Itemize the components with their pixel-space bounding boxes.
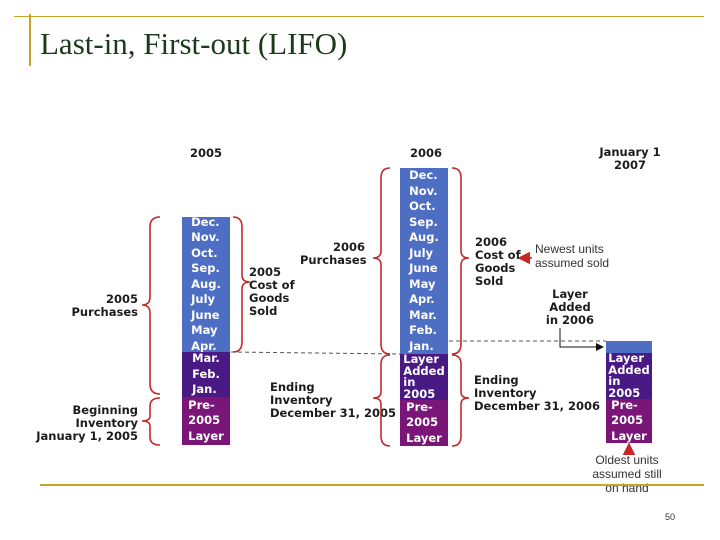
header-2006: 2006 bbox=[410, 146, 443, 160]
brace-2006-cogs bbox=[451, 167, 470, 355]
brace-beginning-inventory bbox=[141, 397, 161, 446]
layer-added-2006-label: Layer Added in 2006 bbox=[545, 287, 595, 327]
column-2005-purchases-sold: Dec. Nov. Oct. Sep. Aug. July June May A… bbox=[182, 215, 230, 353]
brace-2005-purchases bbox=[141, 216, 161, 395]
column-2006-pre-layer: Pre- 2005 Layer bbox=[400, 400, 448, 446]
column-2007-layer-added-2005: Layer Added in 2005 bbox=[606, 352, 652, 399]
header-january-2007: January 1 2007 bbox=[599, 145, 661, 172]
purchases-2005-label: 2005 Purchases bbox=[71, 292, 138, 319]
column-2006-purchases: Dec. Nov. Oct. Sep. Aug. July June May A… bbox=[400, 168, 448, 354]
cogs-2005-label: 2005 Cost of Goods Sold bbox=[249, 265, 295, 318]
column-2005-pre-layer: Pre- 2005 Layer bbox=[182, 397, 230, 445]
ending-inventory-2005-label: Ending Inventory December 31, 2005 bbox=[270, 380, 397, 420]
brace-2006-purchases bbox=[372, 167, 391, 355]
pointer-layer-added-2006 bbox=[559, 328, 604, 351]
brace-ending-inventory-2006 bbox=[451, 354, 470, 447]
brace-ending-inventory-2005 bbox=[372, 354, 391, 447]
slide-title: Last-in, First-out (LIFO) bbox=[40, 26, 348, 61]
column-2006-layer-added-2005: Layer Added in 2005 bbox=[400, 353, 448, 400]
newest-units-annotation: Newest units assumed sold bbox=[535, 242, 610, 270]
brace-2005-cogs bbox=[232, 216, 251, 353]
beginning-inventory-label: Beginning Inventory January 1, 2005 bbox=[36, 403, 138, 443]
cogs-2006-label: 2006 Cost of Goods Sold bbox=[475, 235, 521, 288]
header-2005: 2005 bbox=[190, 146, 223, 160]
title-accent-bar bbox=[29, 14, 31, 66]
purchases-2006-label: 2006 Purchases bbox=[300, 240, 367, 267]
bottom-rule bbox=[40, 484, 704, 486]
column-2005-purchases-retained: Mar. Feb. Jan. bbox=[182, 351, 230, 397]
top-rule bbox=[14, 16, 704, 17]
dashed-guide-2005 bbox=[230, 351, 401, 355]
ending-inventory-2006-label: Ending Inventory December 31, 2006 bbox=[474, 373, 601, 413]
column-2007-layer-added-2006 bbox=[606, 341, 652, 353]
column-2007-pre-layer: Pre- 2005 Layer bbox=[606, 398, 652, 443]
page-number: 50 bbox=[665, 512, 676, 522]
